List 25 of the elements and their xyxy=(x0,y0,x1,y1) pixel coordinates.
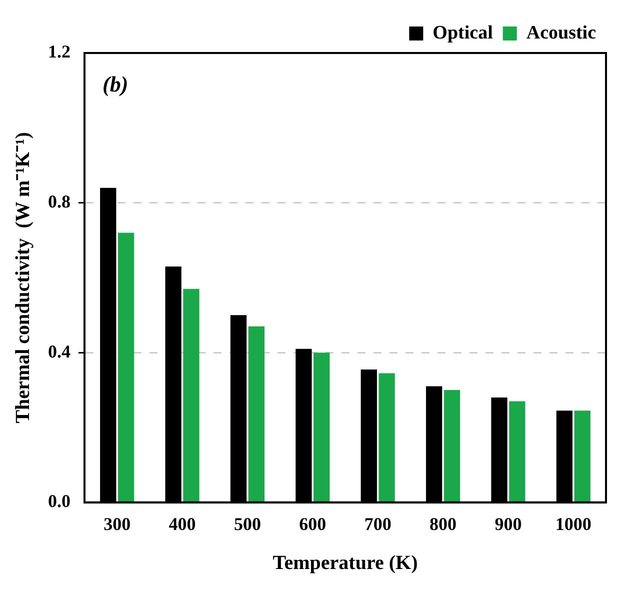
x-tick-label: 600 xyxy=(299,514,326,534)
legend-label: Acoustic xyxy=(526,22,596,44)
bar xyxy=(248,326,264,502)
x-tick-label: 800 xyxy=(430,514,457,534)
x-tick-label: 1000 xyxy=(555,514,592,534)
bar xyxy=(118,232,134,502)
y-tick-label: 0.8 xyxy=(48,191,70,212)
x-axis-title: Temperature (K) xyxy=(272,552,418,574)
bar xyxy=(183,288,200,502)
y-axis-title: Thermal conductivity (W m⁻¹K⁻¹) xyxy=(12,132,34,424)
y-tick-label: 1.2 xyxy=(48,42,70,62)
x-tick-label: 900 xyxy=(494,514,522,534)
bar xyxy=(378,373,395,502)
bar xyxy=(444,390,460,502)
bar xyxy=(574,410,590,502)
y-tick-label: 0.0 xyxy=(48,491,70,512)
bar xyxy=(314,352,330,502)
x-tick-label: 700 xyxy=(364,514,392,534)
x-tick-label: 400 xyxy=(168,514,196,534)
annotation: (b) xyxy=(102,72,128,97)
x-tick-label: 300 xyxy=(104,514,131,534)
bar xyxy=(509,401,526,502)
y-tick-label: 0.4 xyxy=(48,341,70,362)
legend-label: Optical xyxy=(432,22,493,44)
x-tick-label: 500 xyxy=(234,514,261,534)
